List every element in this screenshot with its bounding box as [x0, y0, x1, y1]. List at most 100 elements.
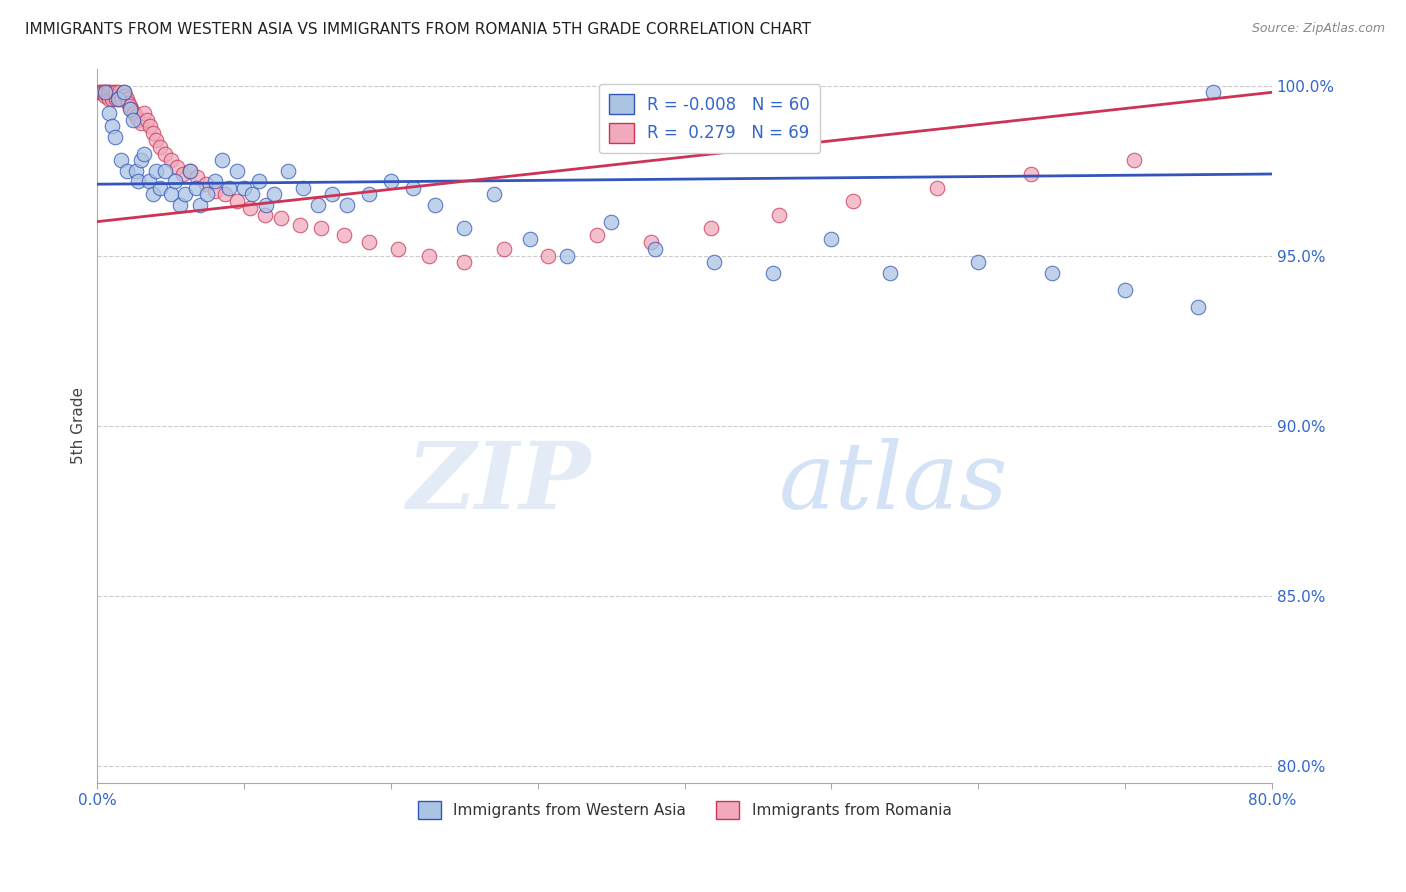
Point	[640, 235, 662, 249]
Point	[110, 153, 132, 168]
Point	[105, 92, 128, 106]
Point	[149, 140, 172, 154]
Point	[453, 255, 475, 269]
Point	[127, 174, 149, 188]
Point	[172, 167, 194, 181]
Point	[124, 109, 146, 123]
Point	[1122, 153, 1144, 168]
Point	[115, 92, 138, 106]
Point	[153, 163, 176, 178]
Point	[104, 129, 127, 144]
Point	[93, 86, 115, 100]
Point	[121, 112, 143, 127]
Point	[111, 92, 134, 106]
Point	[159, 153, 181, 168]
Point	[91, 86, 114, 100]
Point	[387, 242, 409, 256]
Point	[107, 92, 129, 106]
Point	[118, 103, 141, 117]
Point	[145, 133, 167, 147]
Point	[90, 86, 112, 100]
Point	[1114, 283, 1136, 297]
Point	[134, 146, 156, 161]
Point	[153, 146, 176, 161]
Point	[357, 187, 380, 202]
Point	[927, 180, 949, 194]
Point	[100, 86, 122, 100]
Point	[136, 112, 159, 127]
Point	[768, 208, 790, 222]
Point	[169, 197, 191, 211]
Point	[239, 201, 262, 215]
Point	[110, 88, 132, 103]
Point	[179, 163, 201, 178]
Point	[254, 197, 277, 211]
Point	[270, 211, 292, 226]
Point	[149, 180, 172, 194]
Point	[423, 197, 446, 211]
Point	[519, 232, 541, 246]
Point	[218, 180, 240, 194]
Point	[98, 86, 121, 100]
Point	[307, 197, 329, 211]
Point	[1202, 86, 1225, 100]
Point	[225, 163, 247, 178]
Point	[333, 228, 356, 243]
Point	[117, 95, 139, 110]
Point	[762, 266, 785, 280]
Point	[108, 92, 131, 106]
Point	[101, 92, 124, 106]
Point	[134, 105, 156, 120]
Point	[115, 163, 138, 178]
Point	[101, 120, 124, 134]
Point	[253, 208, 276, 222]
Point	[336, 197, 359, 211]
Point	[138, 174, 160, 188]
Point	[967, 255, 990, 269]
Point	[188, 197, 211, 211]
Point	[127, 112, 149, 127]
Point	[247, 174, 270, 188]
Point	[820, 232, 842, 246]
Point	[195, 178, 218, 192]
Text: IMMIGRANTS FROM WESTERN ASIA VS IMMIGRANTS FROM ROMANIA 5TH GRADE CORRELATION CH: IMMIGRANTS FROM WESTERN ASIA VS IMMIGRAN…	[25, 22, 811, 37]
Point	[103, 86, 125, 100]
Point	[87, 86, 110, 100]
Point	[204, 174, 226, 188]
Point	[453, 221, 475, 235]
Point	[1019, 167, 1042, 181]
Point	[225, 194, 247, 209]
Point	[703, 255, 725, 269]
Point	[700, 221, 723, 235]
Point	[321, 187, 343, 202]
Legend: Immigrants from Western Asia, Immigrants from Romania: Immigrants from Western Asia, Immigrants…	[412, 795, 957, 825]
Point	[600, 214, 623, 228]
Point	[644, 242, 666, 256]
Point	[142, 187, 165, 202]
Point	[165, 174, 187, 188]
Point	[142, 126, 165, 140]
Point	[97, 86, 120, 100]
Point	[204, 184, 226, 198]
Point	[93, 88, 115, 103]
Point	[211, 153, 233, 168]
Point	[291, 180, 314, 194]
Point	[112, 86, 135, 100]
Point	[197, 187, 219, 202]
Point	[214, 187, 236, 202]
Point	[131, 153, 153, 168]
Point	[879, 266, 901, 280]
Point	[96, 86, 118, 100]
Point	[118, 99, 141, 113]
Point	[98, 92, 121, 106]
Point	[184, 180, 207, 194]
Point	[139, 120, 162, 134]
Point	[105, 86, 128, 100]
Point	[122, 105, 145, 120]
Point	[131, 116, 153, 130]
Point	[492, 242, 515, 256]
Point	[277, 163, 299, 178]
Point	[555, 249, 578, 263]
Point	[159, 187, 181, 202]
Point	[179, 163, 201, 178]
